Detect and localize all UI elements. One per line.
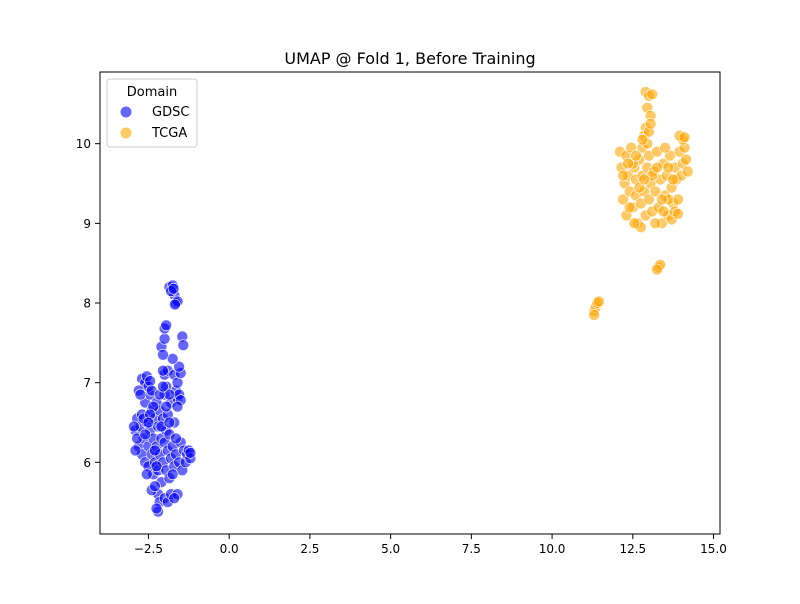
- point-gdsc-101: [169, 298, 181, 311]
- point-gdsc-106: [141, 468, 153, 481]
- legend-label-gdsc: GDSC: [152, 105, 189, 120]
- y-axis: 6 7 8 9 10: [76, 137, 100, 470]
- point-gdsc-90: [160, 319, 172, 332]
- point-tcga-81: [659, 141, 671, 154]
- point-gdsc-115: [163, 416, 176, 429]
- x-tick-label-1: 0.0: [220, 542, 239, 556]
- point-tcga-75: [623, 201, 636, 214]
- point-gdsc-61: [134, 388, 147, 401]
- point-gdsc-102: [129, 444, 142, 457]
- point-tcga-56: [646, 88, 659, 101]
- point-gdsc-92: [177, 339, 190, 352]
- point-tcga-79: [656, 193, 668, 206]
- point-gdsc-104: [128, 420, 140, 433]
- point-tcga-72: [588, 309, 600, 321]
- point-tcga-46: [681, 165, 694, 178]
- x-tick-label-0: −2.5: [134, 542, 163, 556]
- point-gdsc-118: [150, 460, 163, 473]
- legend: Domain GDSC TCGA: [106, 78, 198, 148]
- point-gdsc-110: [157, 380, 169, 393]
- x-tick-label-6: 12.5: [619, 542, 646, 556]
- point-tcga-71: [593, 295, 605, 308]
- x-tick-label-5: 10.0: [539, 542, 566, 556]
- legend-label-tcga: TCGA: [151, 126, 187, 141]
- point-gdsc-93: [157, 348, 169, 361]
- point-gdsc-86: [171, 400, 184, 413]
- y-tick-label-4: 10: [76, 137, 91, 151]
- point-gdsc-112: [139, 428, 151, 441]
- point-tcga-67: [651, 263, 663, 276]
- point-tcga-76: [617, 169, 629, 182]
- y-tick-label-1: 7: [83, 376, 91, 390]
- point-tcga-84: [638, 173, 650, 186]
- y-tick-label-0: 6: [83, 456, 91, 470]
- point-tcga-88: [622, 157, 634, 170]
- point-tcga-2: [617, 193, 629, 206]
- x-tick-label-7: 15.0: [700, 542, 727, 556]
- point-gdsc-117: [170, 432, 182, 445]
- point-gdsc-83: [157, 364, 169, 377]
- point-tcga-77: [630, 149, 642, 162]
- legend-marker-tcga: [120, 127, 132, 139]
- point-gdsc-100: [167, 282, 180, 295]
- point-tcga-21: [643, 193, 655, 206]
- point-tcga-87: [657, 205, 670, 218]
- point-gdsc-72: [168, 492, 181, 505]
- point-tcga-85: [628, 217, 641, 230]
- x-axis: −2.5 0.0 2.5 5.0 7.5 10.0 12.5 15.0: [134, 534, 727, 556]
- point-tcga-45: [680, 153, 692, 166]
- point-gdsc-109: [160, 400, 172, 413]
- point-tcga-63: [636, 133, 649, 146]
- point-tcga-86: [667, 173, 680, 186]
- chart-title: UMAP @ Fold 1, Before Training: [284, 49, 535, 68]
- point-gdsc-116: [166, 468, 179, 481]
- point-gdsc-88: [158, 332, 171, 345]
- point-tcga-49: [678, 131, 691, 144]
- point-tcga-78: [649, 217, 662, 230]
- point-tcga-89: [651, 161, 663, 174]
- point-gdsc-119: [142, 416, 155, 429]
- legend-marker-gdsc: [120, 106, 132, 118]
- point-gdsc-70: [149, 480, 161, 493]
- legend-title: Domain: [127, 85, 177, 100]
- point-gdsc-53: [184, 446, 197, 459]
- point-tcga-40: [672, 193, 684, 206]
- point-gdsc-82: [166, 352, 179, 365]
- y-tick-label-3: 9: [83, 217, 91, 231]
- point-gdsc-113: [149, 444, 161, 457]
- x-tick-label-2: 2.5: [300, 542, 319, 556]
- point-gdsc-58: [144, 375, 156, 387]
- x-tick-label-4: 7.5: [462, 542, 481, 556]
- x-tick-label-3: 5.0: [381, 542, 400, 556]
- points-layer: [128, 86, 694, 518]
- point-tcga-80: [662, 161, 675, 174]
- point-tcga-52: [672, 208, 684, 220]
- point-gdsc-81: [173, 360, 185, 373]
- point-gdsc-65: [150, 502, 163, 515]
- y-tick-label-2: 8: [83, 297, 91, 311]
- point-tcga-64: [644, 118, 657, 130]
